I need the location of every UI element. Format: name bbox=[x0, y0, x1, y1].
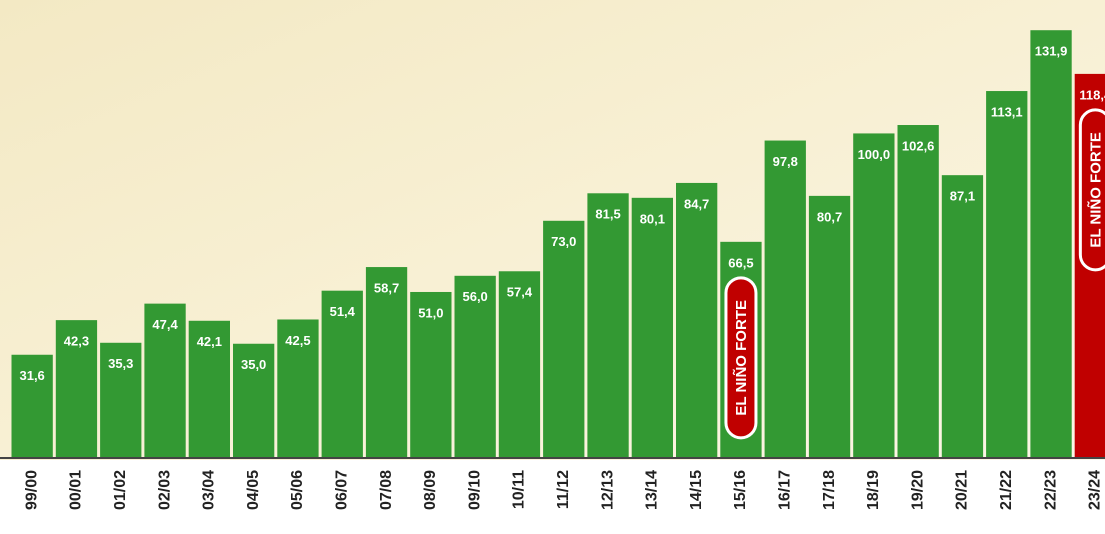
x-tick-label: 15/16 bbox=[732, 470, 749, 510]
x-tick-label: 07/08 bbox=[378, 470, 395, 510]
bar bbox=[676, 182, 718, 457]
x-tick-label: 17/18 bbox=[821, 470, 838, 510]
x-tick-label: 21/22 bbox=[998, 470, 1015, 510]
value-label: 73,0 bbox=[551, 234, 576, 249]
bar bbox=[543, 220, 585, 457]
x-tick-label: 99/00 bbox=[23, 470, 40, 510]
bar bbox=[410, 291, 452, 457]
value-label: 47,4 bbox=[152, 317, 178, 332]
value-label: 42,1 bbox=[197, 334, 222, 349]
value-label: 113,1 bbox=[991, 104, 1023, 119]
value-label: 42,3 bbox=[64, 334, 89, 349]
value-label: 57,4 bbox=[507, 285, 533, 300]
axis-area bbox=[0, 460, 1105, 534]
x-tick-label: 06/07 bbox=[333, 470, 350, 510]
bar bbox=[986, 91, 1028, 457]
x-tick-label: 18/19 bbox=[865, 470, 882, 510]
value-label: 31,6 bbox=[19, 368, 44, 383]
value-label: 80,7 bbox=[817, 209, 842, 224]
x-tick-label: 14/15 bbox=[688, 470, 705, 510]
value-label: 81,5 bbox=[595, 207, 620, 222]
x-tick-label: 10/11 bbox=[511, 470, 528, 509]
bar bbox=[365, 267, 408, 457]
value-label: 51,0 bbox=[418, 305, 443, 320]
value-label: 100,0 bbox=[858, 147, 891, 162]
bar bbox=[764, 140, 806, 457]
x-tick-label: 05/06 bbox=[289, 470, 306, 510]
x-tick-label: 08/09 bbox=[422, 470, 439, 510]
bar bbox=[55, 320, 98, 457]
x-tick-label: 12/13 bbox=[599, 470, 616, 510]
bar bbox=[808, 195, 851, 457]
value-label: 102,6 bbox=[902, 138, 935, 153]
bar bbox=[941, 175, 984, 457]
value-label: 56,0 bbox=[462, 289, 487, 304]
x-tick-label: 00/01 bbox=[68, 470, 85, 510]
bar bbox=[188, 320, 230, 457]
x-tick-label: 02/03 bbox=[156, 470, 173, 510]
x-tick-label: 20/21 bbox=[954, 470, 971, 510]
x-tick-label: 09/10 bbox=[466, 470, 483, 510]
bar bbox=[587, 193, 629, 457]
x-tick-label: 23/24 bbox=[1087, 470, 1104, 510]
x-tick-label: 04/05 bbox=[245, 470, 262, 510]
value-label: 66,5 bbox=[728, 255, 753, 270]
value-label: 80,1 bbox=[640, 211, 665, 226]
bar bbox=[321, 290, 363, 457]
annotation-pill bbox=[1078, 108, 1105, 272]
bar bbox=[631, 197, 673, 458]
bar bbox=[897, 125, 939, 457]
x-tick-label: 13/14 bbox=[644, 470, 661, 510]
x-tick-label: 22/23 bbox=[1042, 470, 1059, 510]
x-tick-label: 03/04 bbox=[201, 470, 218, 510]
bar bbox=[11, 354, 53, 457]
annotation-pill bbox=[724, 276, 758, 440]
bar bbox=[1030, 30, 1072, 457]
bar bbox=[233, 343, 275, 457]
value-label: 87,1 bbox=[950, 189, 975, 204]
bar bbox=[454, 275, 496, 457]
bar bbox=[100, 342, 142, 457]
value-label: 35,0 bbox=[241, 357, 266, 372]
value-label: 131,9 bbox=[1035, 44, 1068, 59]
value-label: 118,4 bbox=[1079, 87, 1105, 102]
bar bbox=[853, 133, 895, 457]
bar bbox=[144, 303, 186, 457]
value-label: 84,7 bbox=[684, 196, 709, 211]
value-label: 42,5 bbox=[285, 333, 310, 348]
value-label: 58,7 bbox=[374, 281, 399, 296]
bar bbox=[277, 319, 319, 457]
x-tick-label: 11/12 bbox=[555, 470, 572, 509]
x-tick-label: 19/20 bbox=[909, 470, 926, 510]
value-label: 35,3 bbox=[108, 356, 133, 371]
x-tick-label: 16/17 bbox=[776, 470, 793, 510]
annotation: EL NIÑO FORTE bbox=[732, 300, 750, 416]
annotation: EL NIÑO FORTE bbox=[1086, 132, 1104, 248]
bar bbox=[498, 271, 541, 457]
value-label: 97,8 bbox=[773, 154, 798, 169]
value-label: 51,4 bbox=[330, 304, 356, 319]
x-tick-label: 01/02 bbox=[112, 470, 129, 510]
